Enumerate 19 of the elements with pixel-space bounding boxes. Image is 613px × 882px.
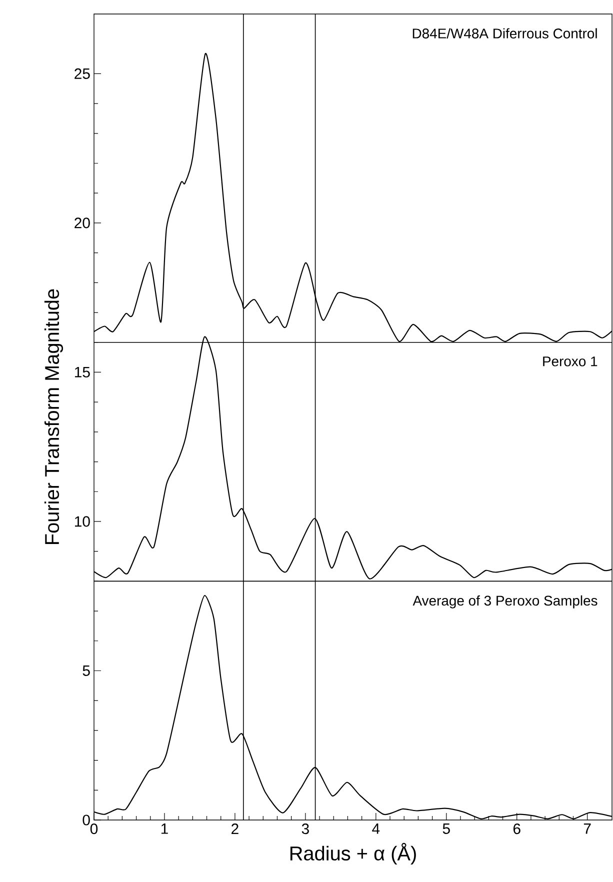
y-tick-label: 20 [74,218,90,228]
x-tick-label: 2 [232,824,238,834]
y-tick-label: 25 [74,68,90,79]
y-tick-label: 5 [82,666,90,676]
x-tick-label: 6 [513,824,520,834]
x-tick-label: 7 [584,824,591,834]
x-tick-label: 4 [372,824,380,834]
annotation: Average of 3 Peroxo Samples [412,595,598,608]
y-tick-label: 15 [75,367,90,378]
y-tick-label: 0 [82,814,90,826]
annotation: D84E/W48A Diferrous Control [412,28,597,38]
x-tick-label: 3 [302,824,309,834]
x-tick-label: 5 [442,824,450,834]
x-tick-label: 1 [161,824,168,834]
x-tick-label: 0 [90,824,98,834]
annotation: Peroxo 1 [543,356,598,366]
y-tick-label: 10 [75,516,90,527]
x-axis-title: Radius + α (Å) [290,842,416,864]
y-axis-title: Fourier Transform Magnitude [44,289,64,544]
